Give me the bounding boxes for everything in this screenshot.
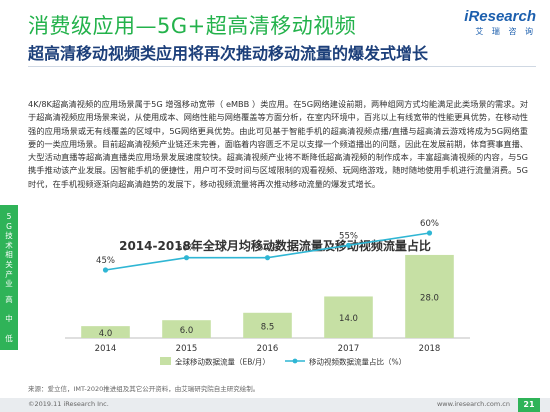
bar-label-2015: 6.0 [180,326,194,336]
x-tick-2016: 2016 [257,344,279,354]
bar-2015 [162,320,211,338]
legend-swatch-bar [160,357,171,365]
footer-bar [0,398,550,412]
bar-label-2014: 4.0 [99,329,113,339]
legend-label-line: 移动视频数据流量占比（%） [309,357,406,367]
body-text: 4K/8K超高清视频的应用场景属于5G 增强移动宽带（ eMBB ）类应用。在5… [28,99,528,189]
bar-2014 [81,326,130,338]
line-label-2017: 55% [339,231,358,241]
line-point-2014 [102,267,109,273]
line-point-2016 [264,255,271,261]
line-label-2016: 50% [258,244,277,254]
iresearch-logo: iResearch 艾 瑞 咨 询 [464,8,536,37]
body-paragraph: 4K/8K超高清视频的应用场景属于5G 增强移动宽带（ eMBB ）类应用。在5… [28,98,528,191]
bar-2017 [324,296,373,338]
line-point-2018 [426,230,433,236]
logo-subtext: 艾 瑞 咨 询 [475,27,536,36]
x-tick-2014: 2014 [95,344,117,354]
bar-label-2018: 28.0 [420,293,439,303]
x-tick-2015: 2015 [176,344,198,354]
page-subtitle: 超高清移动视频类应用将再次推动移动流量的爆发式增长 [28,44,429,63]
legend-swatch-line-marker [292,358,298,364]
bar-label-2016: 8.5 [261,322,275,332]
line-label-2015: 50% [177,244,196,254]
page-number: 21 [518,398,540,412]
header-divider [28,66,536,67]
x-tick-2017: 2017 [338,344,360,354]
line-point-2015 [183,255,190,261]
line-point-2017 [345,242,352,248]
side-tab [0,205,18,350]
line-label-2018: 60% [420,219,439,229]
source-note: 来源：爱立信，IMT-2020推进组及其它公开资料，由艾瑞研究院自主研究绘制。 [28,385,260,393]
line-label-2014: 45% [96,256,115,266]
bar-2016 [243,312,292,338]
page-title: 消费级应用—5G+超高清移动视频 [28,14,357,38]
copyright: ©2019.11 iResearch Inc. [28,400,109,408]
x-tick-2018: 2018 [419,344,441,354]
chart-title: 2014-2018年全球月均移动数据流量及移动视频流量占比 [119,239,431,253]
legend-label-bar: 全球移动数据流量（EB/月） [175,357,270,367]
side-tab-segment-mid: 中 [5,314,13,324]
bar-label-2017: 14.0 [339,314,358,324]
bar-2018 [405,254,454,338]
side-tab-segment-low: 低 [5,333,13,343]
website-link[interactable]: www.iresearch.com.cn [436,400,510,408]
logo-text: iResearch [464,8,536,25]
side-tab-segment-high: 高 [5,294,13,304]
